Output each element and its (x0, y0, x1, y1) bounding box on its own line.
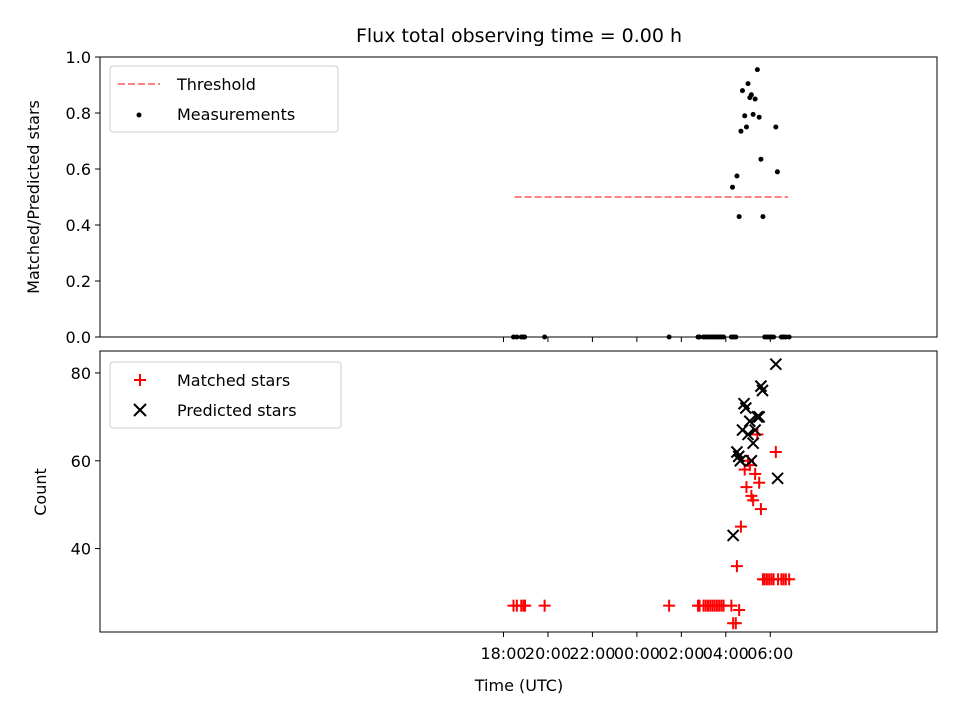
measurement-point (756, 114, 762, 120)
legend-matched-swatch (134, 374, 146, 386)
top-legend: Threshold Measurements (109, 65, 339, 133)
top-y-tick-label: 0.6 (66, 160, 91, 179)
matched-star-point (753, 476, 766, 489)
matched-star-point (663, 599, 676, 612)
predicted-star-point (741, 428, 755, 441)
measurement-point (745, 81, 751, 87)
measurement-point (729, 184, 735, 190)
bottom-x-tick-label: 00:00 (614, 644, 660, 663)
legend-predicted-swatch (133, 403, 147, 417)
measurement-point (760, 214, 766, 220)
matched-star-point (749, 467, 762, 480)
bottom-legend-box (109, 361, 342, 429)
measurement-point (748, 92, 754, 98)
matched-star-point (725, 599, 738, 612)
top-plot-area (510, 67, 792, 340)
predicted-star-point (751, 410, 764, 424)
predicted-star-point (771, 472, 784, 485)
bottom-x-tick-label: 02:00 (658, 644, 704, 663)
measurement-point (739, 88, 745, 94)
measurement-point (773, 124, 779, 130)
predicted-star-point (752, 410, 766, 424)
predicted-star-point (743, 415, 757, 428)
predicted-star-point (769, 357, 783, 371)
bottom-x-tick-label: 18:00 (480, 644, 526, 663)
legend-threshold-label: Threshold (176, 75, 256, 94)
predicted-star-point (756, 384, 769, 397)
matched-star-point (538, 599, 551, 612)
legend-matched-label: Matched stars (177, 371, 290, 390)
bottom-x-tick-label: 22:00 (569, 644, 615, 663)
matched-star-point (519, 599, 532, 612)
measurement-point (774, 169, 780, 175)
measurement-point (743, 124, 749, 130)
bottom-plot-area (507, 357, 796, 630)
predicted-star-point (739, 401, 753, 415)
bottom-y-ticks: 40 60 80 (71, 364, 100, 559)
top-y-tick-label: 0.0 (66, 328, 91, 347)
measurement-point (738, 128, 744, 134)
matched-star-point (740, 481, 753, 494)
matched-star-point (734, 520, 747, 533)
bottom-x-tick-label: 06:00 (747, 644, 793, 663)
top-y-tick-label: 1.0 (66, 48, 91, 67)
measurement-point (758, 156, 764, 162)
top-axes-frame (99, 56, 938, 338)
matched-star-point (747, 494, 760, 507)
top-panel: Flux total observing time = 0.00 h 0.00.… (24, 25, 938, 347)
top-y-axis-label: Matched/Predicted stars (24, 100, 43, 294)
predicted-star-point (734, 454, 747, 467)
measurement-point (752, 96, 758, 102)
top-y-tick-label: 0.8 (66, 104, 91, 123)
bottom-x-tick-label: 20:00 (525, 644, 571, 663)
predicted-star-point (748, 423, 762, 437)
matched-star-point (783, 573, 796, 586)
legend-predicted-label: Predicted stars (177, 401, 297, 420)
bottom-y-tick-label: 80 (71, 364, 91, 383)
matched-star-point (733, 604, 746, 617)
top-y-tick-label: 0.2 (66, 272, 91, 291)
legend-measurements-label: Measurements (177, 105, 295, 124)
matched-star-point (754, 503, 767, 516)
measurement-point (754, 67, 760, 73)
measurement-point (736, 214, 742, 220)
top-x-ticks (502, 337, 771, 342)
chart-title: Flux total observing time = 0.00 h (356, 25, 682, 47)
matched-star-point (769, 445, 782, 458)
bottom-legend: Matched stars Predicted stars (109, 361, 342, 429)
bottom-axes-frame (99, 350, 938, 633)
bottom-y-axis-label: Count (31, 468, 50, 516)
predicted-star-point (745, 454, 758, 467)
top-y-ticks: 0.0 0.2 0.4 0.6 0.8 1.0 (66, 48, 100, 347)
bottom-y-tick-label: 40 (71, 540, 91, 559)
x-axis-label: Time (UTC) (474, 676, 563, 695)
bottom-y-tick-label: 60 (71, 452, 91, 471)
bottom-panel: 40 60 80 18:0020:0022:0000:0002:0004:0006:… (31, 350, 938, 695)
measurement-point (734, 173, 740, 179)
matched-star-point (730, 560, 743, 573)
top-y-tick-label: 0.4 (66, 216, 91, 235)
legend-measurements-swatch (136, 112, 142, 118)
top-legend-box (109, 65, 339, 133)
bottom-x-tick-label: 04:00 (703, 644, 749, 663)
measurement-point (742, 113, 748, 119)
measurement-point (750, 111, 756, 117)
predicted-star-point (746, 436, 760, 450)
matched-star-point (729, 617, 742, 630)
predicted-star-point (726, 529, 740, 542)
